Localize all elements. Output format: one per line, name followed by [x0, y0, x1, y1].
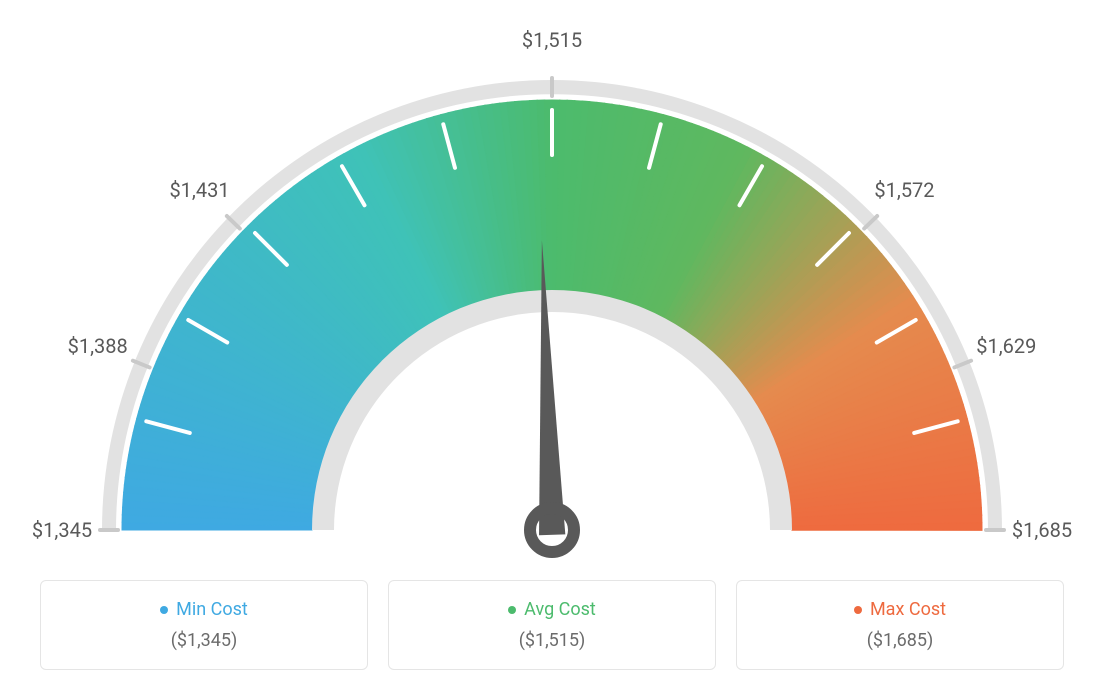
chart-container: $1,345 $1,388 $1,431 $1,515 $1,572 $1,629 $1,6… — [0, 0, 1104, 690]
gauge-tick-label: $1,345 — [32, 518, 92, 542]
gauge-tick-label: $1,515 — [522, 28, 582, 52]
legend-value-max: ($1,685) — [747, 630, 1053, 651]
legend-value-avg: ($1,515) — [399, 630, 705, 651]
gauge-svg — [0, 0, 1104, 560]
legend-dot-avg — [508, 606, 516, 614]
legend-card-max: Max Cost ($1,685) — [736, 580, 1064, 671]
gauge-tick-label: $1,431 — [169, 178, 229, 202]
legend-title-avg: Avg Cost — [508, 599, 596, 620]
legend-dot-min — [160, 606, 168, 614]
legend-dot-max — [854, 606, 862, 614]
legend-card-avg: Avg Cost ($1,515) — [388, 580, 716, 671]
gauge-tick-label: $1,629 — [976, 334, 1036, 358]
legend-label-avg: Avg Cost — [524, 599, 596, 620]
gauge-chart: $1,345 $1,388 $1,431 $1,515 $1,572 $1,629 $1,6… — [0, 0, 1104, 560]
legend-value-min: ($1,345) — [51, 630, 357, 651]
gauge-tick-label: $1,685 — [1012, 518, 1072, 542]
legend-title-min: Min Cost — [160, 599, 248, 620]
legend-label-max: Max Cost — [870, 599, 946, 620]
legend-title-max: Max Cost — [854, 599, 946, 620]
legend-card-min: Min Cost ($1,345) — [40, 580, 368, 671]
gauge-tick-label: $1,572 — [874, 178, 934, 202]
legend-label-min: Min Cost — [176, 599, 248, 620]
gauge-tick-label: $1,388 — [68, 334, 128, 358]
legend-row: Min Cost ($1,345) Avg Cost ($1,515) Max … — [40, 580, 1064, 671]
